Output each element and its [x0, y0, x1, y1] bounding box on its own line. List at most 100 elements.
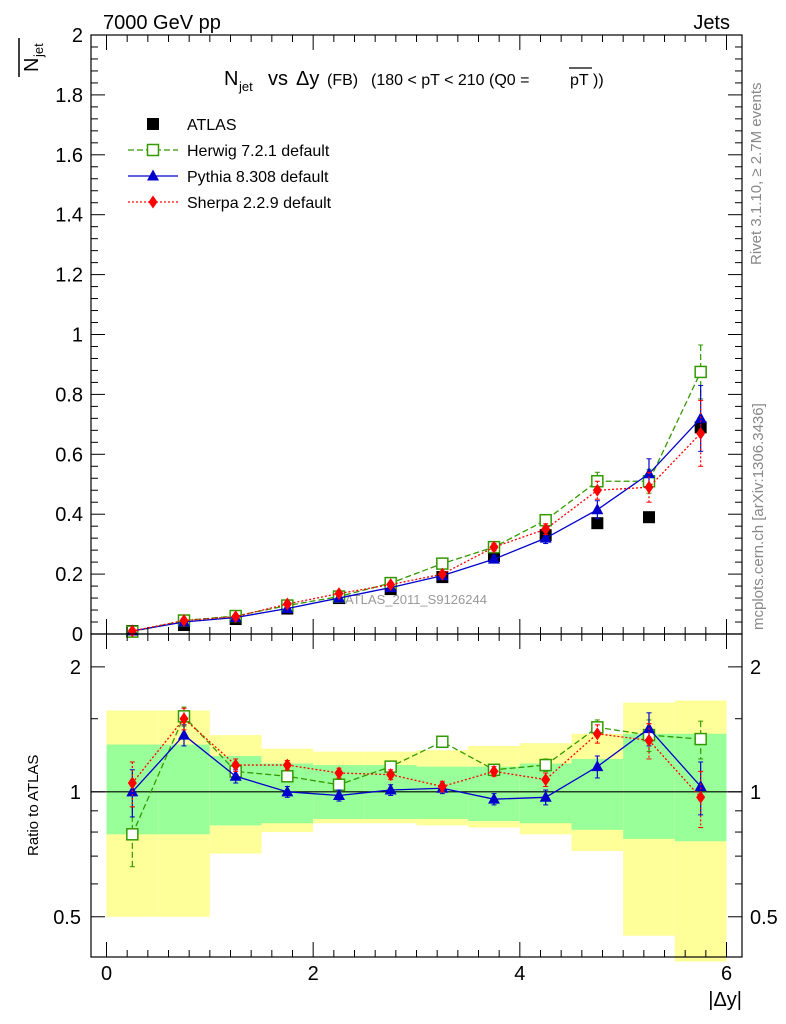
ratio-series-line — [131, 717, 702, 798]
x-tick-label: 6 — [721, 963, 732, 985]
top-data-point — [489, 540, 499, 554]
ratio-data-point — [539, 790, 552, 802]
top-y-tick-label: 0 — [72, 624, 83, 646]
ratio-y-tick-label: 0.5 — [53, 907, 81, 929]
x-tick-label: 4 — [514, 963, 525, 985]
watermark-label: ATLAS_2011_S9126244 — [345, 592, 487, 607]
chart-title: N jet vs Δy (FB) (180 < pT < 210 (Q0 = p… — [224, 67, 604, 94]
title-n: N — [224, 68, 238, 90]
ratio-data-point — [178, 728, 190, 740]
header-right-label: Jets — [693, 12, 730, 34]
header-left-label: 7000 GeV pp — [103, 12, 221, 34]
ratio-data-point — [436, 735, 449, 749]
top-data-point — [694, 365, 707, 379]
top-data-point — [643, 511, 655, 524]
legend: ATLAS Herwig 7.2.1 default Pythia 8.308 de… — [128, 117, 332, 212]
ratio-data-point — [694, 779, 707, 791]
ratio-panel: 0.5 0.5 1 1 2 2 0 2 4 6 — [53, 633, 778, 985]
ratio-y-tick-label-right: 1 — [750, 782, 761, 804]
ratio-y-tick-label: 2 — [70, 657, 81, 679]
ratio-data-point — [541, 773, 551, 787]
legend-label: Herwig 7.2.1 default — [187, 143, 330, 160]
ratio-data-point — [332, 778, 346, 792]
ratio-data-point — [281, 785, 294, 797]
ratio-data-point — [489, 764, 499, 778]
title-pt: pT — [570, 72, 589, 89]
ratio-data-point — [592, 727, 602, 741]
ratio-data-point — [696, 790, 706, 804]
title-vs: vs — [268, 68, 288, 90]
top-data-point — [541, 522, 551, 536]
ratio-data-point — [384, 783, 397, 795]
top-series-line — [132, 371, 702, 633]
legend-marker — [147, 169, 159, 181]
ratio-data-point — [591, 760, 604, 772]
ratio-data-point — [386, 768, 396, 782]
legend-marker — [147, 118, 159, 130]
title-close: )) — [593, 72, 604, 89]
top-series-line — [132, 417, 702, 632]
top-y-tick-label: 1.8 — [55, 85, 83, 107]
ratio-data-point — [488, 792, 500, 804]
x-tick-label: 2 — [308, 963, 319, 985]
ratio-data-point — [333, 788, 345, 800]
top-ylabel: N jet — [18, 38, 46, 77]
top-series-group — [126, 344, 707, 638]
top-data-point — [488, 552, 500, 564]
legend-entry-sherpa-2-2-9-default: Sherpa 2.2.9 default — [128, 195, 332, 212]
top-data-point — [436, 557, 449, 570]
ratio-axes: 0.5 0.5 1 1 2 2 0 2 4 6 — [53, 633, 778, 985]
top-y-tick-label: 1.4 — [55, 205, 83, 227]
ratio-data-point — [229, 769, 242, 781]
ratio-series-sherpa-2-2-9-default — [127, 707, 706, 829]
top-data-point — [437, 567, 447, 581]
top-y-tick-label: 1.2 — [55, 265, 83, 287]
top-panel: 0 0.2 0.4 0.6 0.8 1 1.2 1.4 1.6 1.8 2 — [55, 25, 743, 646]
top-data-point — [591, 517, 604, 530]
ratio-data-point — [334, 766, 344, 780]
title-range: (180 < pT < 210 (Q0 = — [371, 72, 529, 89]
legend-label: Sherpa 2.2.9 default — [187, 195, 332, 212]
top-y-tick-label: 1.6 — [55, 145, 83, 167]
top-data-point — [644, 480, 654, 494]
legend-entry-atlas: ATLAS — [147, 117, 237, 134]
top-data-point — [592, 483, 602, 497]
top-data-point — [231, 610, 241, 624]
x-tick-label: 0 — [101, 963, 112, 985]
ratio-series-group — [91, 706, 742, 868]
top-ylabel-main: N — [21, 58, 43, 72]
top-data-point — [696, 426, 706, 440]
legend-entry-pythia-8-308-default: Pythia 8.308 default — [128, 169, 329, 186]
top-series-line — [132, 432, 702, 632]
rivet-label: Rivet 3.1.10, ≥ 2.7M events — [748, 83, 765, 266]
legend-label: Pythia 8.308 default — [187, 169, 329, 186]
ratio-data-point — [126, 828, 139, 841]
top-y-tick-label: 0.2 — [55, 564, 83, 586]
ratio-series-line — [131, 727, 702, 800]
top-data-point — [539, 531, 552, 543]
xlabel: |Δy| — [708, 989, 742, 1011]
ratio-inner-band — [158, 744, 210, 835]
ratio-data-point — [179, 712, 189, 726]
legend-marker — [148, 195, 158, 209]
ratio-y-tick-label: 1 — [70, 782, 81, 804]
top-y-tick-label: 0.4 — [55, 504, 83, 526]
ratio-data-point — [539, 758, 552, 772]
ratio-series-line — [131, 715, 701, 835]
top-y-tick-label: 1 — [72, 325, 83, 347]
legend-entry-herwig-7-2-1-default: Herwig 7.2.1 default — [128, 143, 330, 160]
legend-label: ATLAS — [187, 117, 237, 134]
ratio-data-point — [281, 770, 294, 783]
top-data-point — [591, 503, 604, 515]
top-y-tick-label: 2 — [72, 25, 83, 47]
title-jet-sub: jet — [238, 79, 253, 94]
ratio-data-point — [437, 779, 447, 793]
ratio-data-point — [694, 732, 707, 746]
mcplots-label: mcplots.cern.ch [arXiv:1306.3436] — [750, 403, 767, 630]
ratio-data-point — [231, 758, 241, 772]
top-data-point — [334, 587, 344, 601]
top-series-sherpa-2-2-9-default — [127, 399, 706, 638]
top-data-point — [386, 578, 396, 592]
ratio-ylabel: Ratio to ATLAS — [25, 755, 42, 856]
